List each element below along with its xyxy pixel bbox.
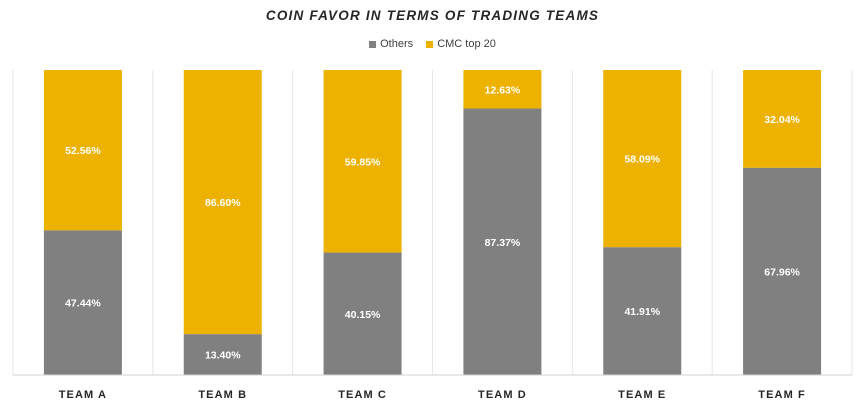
bar-others-team-f	[743, 167, 822, 375]
legend-swatch-others	[369, 40, 377, 48]
bar-cmc-top-20-team-e	[603, 70, 682, 248]
data-label: 87.37%	[485, 237, 521, 249]
data-label: 67.96%	[764, 266, 800, 278]
bar-cmc-top-20-team-c	[323, 70, 402, 253]
data-label: 52.56%	[65, 145, 101, 157]
bar-cmc-top-20-team-d	[463, 70, 542, 109]
data-label: 58.09%	[624, 154, 660, 166]
legend-item-cmc-top-20: CMC top 20	[426, 38, 496, 50]
bar-cmc-top-20-team-b	[183, 70, 262, 335]
data-label: 47.44%	[65, 298, 101, 310]
data-label: 40.15%	[345, 309, 381, 321]
data-label: 59.85%	[345, 156, 381, 168]
data-label: 32.04%	[764, 114, 800, 126]
legend-label-others: Others	[380, 38, 414, 50]
x-tick-label: TEAM D	[478, 389, 527, 401]
x-tick-label: TEAM F	[758, 389, 806, 401]
x-tick-label: TEAM E	[618, 389, 666, 401]
legend-swatch-cmc-top-20	[426, 40, 434, 48]
bar-others-team-a	[43, 230, 122, 375]
x-tick-label: TEAM B	[198, 389, 247, 401]
data-label: 13.40%	[205, 350, 241, 362]
bar-cmc-top-20-team-a	[43, 70, 122, 231]
legend-item-others: Others	[369, 38, 413, 50]
x-tick-label: TEAM A	[59, 389, 107, 401]
bar-others-team-e	[603, 247, 682, 375]
data-label: 12.63%	[485, 84, 521, 96]
chart-title: COIN FAVOR IN TERMS OF TRADING TEAMS	[265, 8, 600, 23]
bar-others-team-b	[183, 334, 262, 375]
bar-others-team-c	[323, 252, 402, 375]
legend-label-cmc-top-20: CMC top 20	[437, 38, 496, 50]
data-label: 41.91%	[624, 306, 660, 318]
x-tick-label: TEAM C	[338, 389, 387, 401]
data-label: 86.60%	[205, 197, 241, 209]
legend: Others CMC top 20	[0, 38, 865, 51]
bar-others-team-d	[463, 108, 542, 376]
bar-cmc-top-20-team-f	[743, 70, 822, 168]
